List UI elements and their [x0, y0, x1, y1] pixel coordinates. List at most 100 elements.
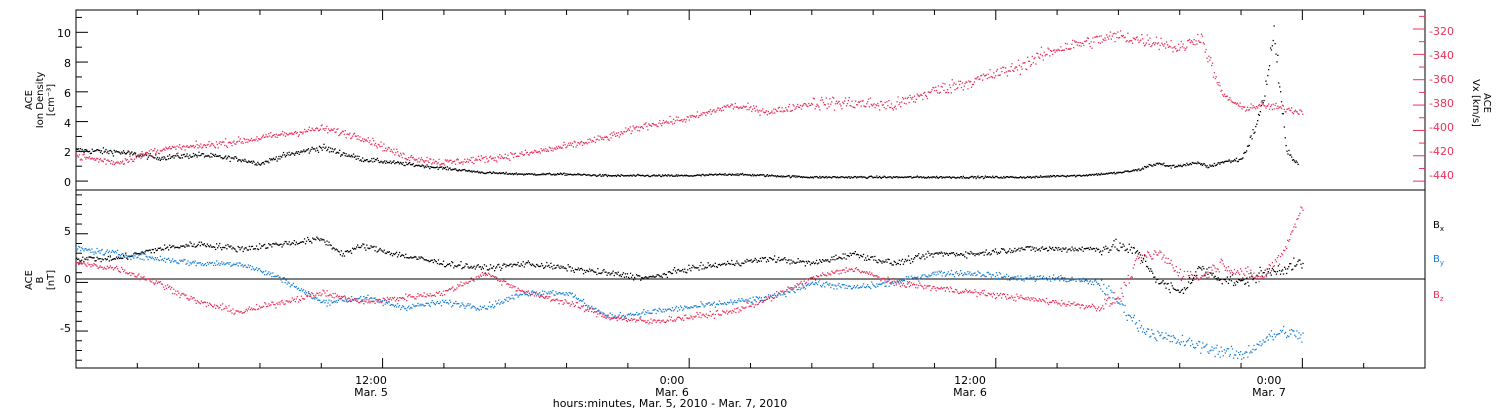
data-point	[82, 151, 83, 152]
data-point	[746, 259, 747, 260]
data-point	[910, 97, 911, 98]
data-point	[452, 305, 453, 306]
data-point	[322, 150, 323, 151]
data-point	[574, 296, 575, 297]
data-point	[893, 109, 894, 110]
data-point	[267, 161, 268, 162]
data-point	[700, 115, 701, 116]
data-point	[686, 119, 687, 120]
data-point	[178, 147, 179, 148]
data-point	[522, 294, 523, 295]
data-point	[488, 160, 489, 161]
data-point	[109, 260, 110, 261]
data-point	[270, 273, 271, 274]
data-point	[222, 264, 223, 265]
data-point	[1273, 104, 1274, 105]
data-point	[961, 176, 962, 177]
data-point	[736, 261, 737, 262]
data-point	[1129, 244, 1130, 245]
data-point	[160, 160, 161, 161]
data-point	[242, 141, 243, 142]
data-point	[816, 283, 817, 284]
data-point	[726, 304, 727, 305]
data-point	[499, 154, 500, 155]
data-point	[245, 265, 246, 266]
data-point	[477, 171, 478, 172]
data-point	[1133, 317, 1134, 318]
data-point	[1224, 94, 1225, 95]
data-point	[372, 138, 373, 139]
data-point	[110, 256, 111, 257]
data-point	[390, 161, 391, 162]
data-point	[127, 259, 128, 260]
data-point	[963, 254, 964, 255]
data-point	[985, 252, 986, 253]
data-point	[109, 161, 110, 162]
data-point	[1033, 249, 1034, 250]
data-point	[436, 302, 437, 303]
data-point	[419, 161, 420, 162]
data-point	[1227, 277, 1228, 278]
data-point	[320, 238, 321, 239]
data-point	[1193, 44, 1194, 45]
data-point	[756, 259, 757, 260]
data-point	[224, 247, 225, 248]
data-point	[788, 106, 789, 107]
data-point	[1041, 47, 1042, 48]
data-point	[877, 103, 878, 104]
data-point	[189, 262, 190, 263]
data-point	[964, 256, 965, 257]
data-point	[1011, 66, 1012, 67]
data-point	[600, 137, 601, 138]
data-point	[1246, 277, 1247, 278]
data-point	[1297, 261, 1298, 262]
data-point	[801, 109, 802, 110]
data-point	[275, 136, 276, 137]
data-point	[406, 310, 407, 311]
data-point	[1145, 44, 1146, 45]
data-point	[997, 275, 998, 276]
data-point	[403, 162, 404, 163]
data-point	[660, 309, 661, 310]
data-point	[280, 244, 281, 245]
data-point	[348, 154, 349, 155]
data-point	[1040, 54, 1041, 55]
data-point	[359, 136, 360, 137]
data-point	[442, 168, 443, 169]
data-point	[248, 264, 249, 265]
data-point	[269, 274, 270, 275]
data-point	[587, 307, 588, 308]
data-point	[555, 291, 556, 292]
data-point	[408, 306, 409, 307]
data-point	[1169, 289, 1170, 290]
data-point	[527, 152, 528, 153]
data-point	[374, 250, 375, 251]
data-point	[411, 308, 412, 309]
data-point	[195, 146, 196, 147]
data-point	[844, 100, 845, 101]
data-point	[799, 287, 800, 288]
data-point	[404, 165, 405, 166]
data-point	[1234, 159, 1235, 160]
data-point	[1271, 275, 1272, 276]
data-point	[840, 105, 841, 106]
data-point	[197, 147, 198, 148]
data-point	[766, 261, 767, 262]
data-point	[782, 259, 783, 260]
data-point	[171, 260, 172, 261]
data-point	[171, 148, 172, 149]
data-point	[975, 176, 976, 177]
data-point	[835, 286, 836, 287]
data-point	[229, 262, 230, 263]
data-point	[303, 289, 304, 290]
data-point	[985, 176, 986, 177]
data-point	[1217, 84, 1218, 85]
data-point	[230, 161, 231, 162]
data-point	[789, 291, 790, 292]
data-point	[635, 314, 636, 315]
data-point	[1256, 124, 1257, 125]
data-point	[1034, 57, 1035, 58]
data-point	[212, 143, 213, 144]
data-point	[323, 239, 324, 240]
data-point	[857, 104, 858, 105]
